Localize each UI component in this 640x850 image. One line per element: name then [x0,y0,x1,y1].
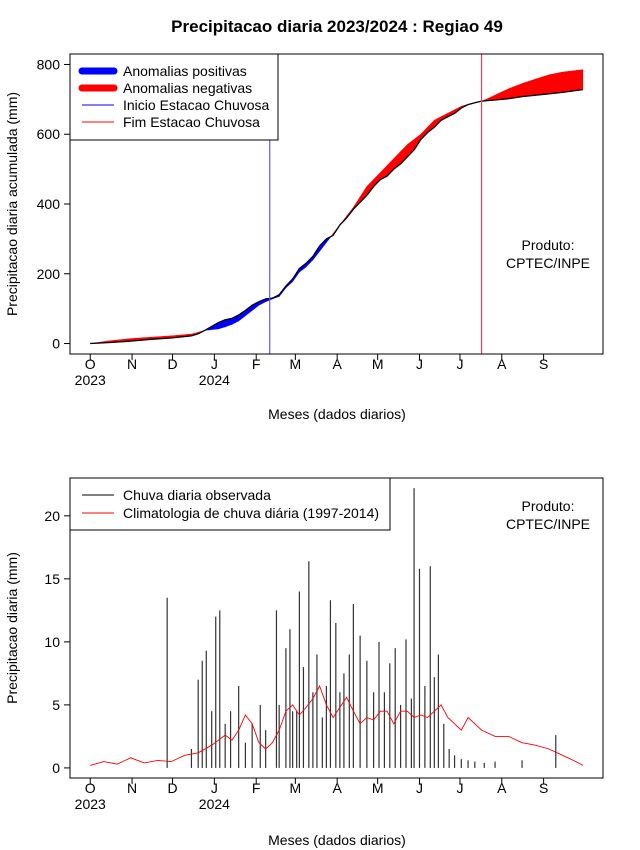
cumulative-y-tick-label: 400 [37,196,61,212]
negative-anomaly-fill [548,71,563,95]
cumulative-year-label: 2023 [75,372,106,388]
cumulative-x-tick-label: J [211,356,218,372]
daily-y-tick-label: 15 [44,571,60,587]
legend-label-positive: Anomalias positivas [123,63,247,79]
legend-label-end: Fim Estacao Chuvosa [123,114,260,130]
daily-x-tick-label: F [252,780,261,796]
cumulative-x-tick-label: N [127,356,137,372]
cumulative-y-tick-label: 600 [37,126,61,142]
daily-y-tick-label: 0 [52,760,60,776]
negative-anomaly-fill [562,69,584,93]
legend-label-observed: Chuva diaria observada [123,487,271,503]
cumulative-y-tick-label: 800 [37,56,61,72]
cumulative-x-tick-label: J [416,356,423,372]
daily-annotation-line-2: CPTEC/INPE [506,516,590,532]
legend-label-negative: Anomalias negativas [123,80,252,96]
daily-x-tick-label: D [167,780,177,796]
daily-x-tick-label: O [85,780,96,796]
daily-y-axis-label: Precipitacao diaria (mm) [4,552,20,704]
daily-chart: 0 5 10 15 20 O N D J F M A M J J A S 2023 2024 Meses (dad… [4,477,604,848]
negative-anomaly-fill [359,185,368,203]
legend-label-climatology: Climatologia de chuva diária (1997-2014) [123,505,379,521]
daily-y-tick-label: 5 [52,697,60,713]
daily-x-tick-label: J [416,780,423,796]
cumulative-y-tick-label: 0 [52,336,60,352]
cumulative-legend: Anomalias positivas Anomalias negativas … [69,53,279,141]
negative-anomaly-fill [521,78,536,97]
daily-x-tick-label: M [372,780,384,796]
daily-x-tick-label: A [333,780,343,796]
observed-cumulative-line [90,88,583,345]
cumulative-x-tick-label: A [333,356,343,372]
negative-anomaly-fill [373,171,381,188]
cumulative-x-axis: O N D J F M A M J J A S 2023 2024 [75,354,548,388]
daily-x-tick-label: A [497,780,507,796]
cumulative-y-axis: 0 200 400 600 800 [37,56,70,352]
cumulative-x-tick-label: J [456,356,463,372]
daily-x-axis-label: Meses (dados diarios) [268,832,406,848]
daily-y-tick-label: 20 [44,508,60,524]
cumulative-chart: Precipitacao diaria 2023/2024 : Regiao 4… [4,17,604,422]
legend-label-start: Inicio Estacao Chuvosa [123,97,270,113]
negative-anomaly-fill [535,74,550,96]
daily-annotation-line-1: Produto: [522,498,575,514]
cumulative-y-axis-label: Precipitacao diaria acumulada (mm) [4,92,20,316]
cumulative-x-tick-label: A [497,356,507,372]
cumulative-chart-title: Precipitacao diaria 2023/2024 : Regiao 4… [171,17,503,36]
cumulative-x-tick-label: D [167,356,177,372]
cumulative-x-tick-label: S [539,356,548,372]
cumulative-x-tick-label: M [372,356,384,372]
daily-x-tick-label: J [211,780,218,796]
daily-x-axis: O N D J F M A M J J A S 2023 2024 [75,778,548,812]
cumulative-year-label: 2024 [199,372,230,388]
daily-y-tick-label: 10 [44,634,60,650]
daily-x-tick-label: S [539,780,548,796]
daily-year-label: 2024 [199,796,230,812]
daily-y-axis: 0 5 10 15 20 [44,508,70,776]
cumulative-x-tick-label: O [85,356,96,372]
cumulative-annotation-line-2: CPTEC/INPE [506,255,590,271]
cumulative-x-axis-label: Meses (dados diarios) [268,406,406,422]
daily-legend: Chuva diaria observada Climatologia de c… [69,477,391,531]
cumulative-x-tick-label: F [252,356,261,372]
climatology-daily-line [90,684,584,766]
cumulative-annotation-line-1: Produto: [522,237,575,253]
daily-legend-box [69,477,391,531]
cumulative-x-tick-label: M [290,356,302,372]
daily-x-tick-label: N [127,780,137,796]
daily-x-tick-label: M [290,780,302,796]
daily-x-tick-label: J [456,780,463,796]
daily-year-label: 2023 [75,796,106,812]
cumulative-y-tick-label: 200 [37,266,61,282]
